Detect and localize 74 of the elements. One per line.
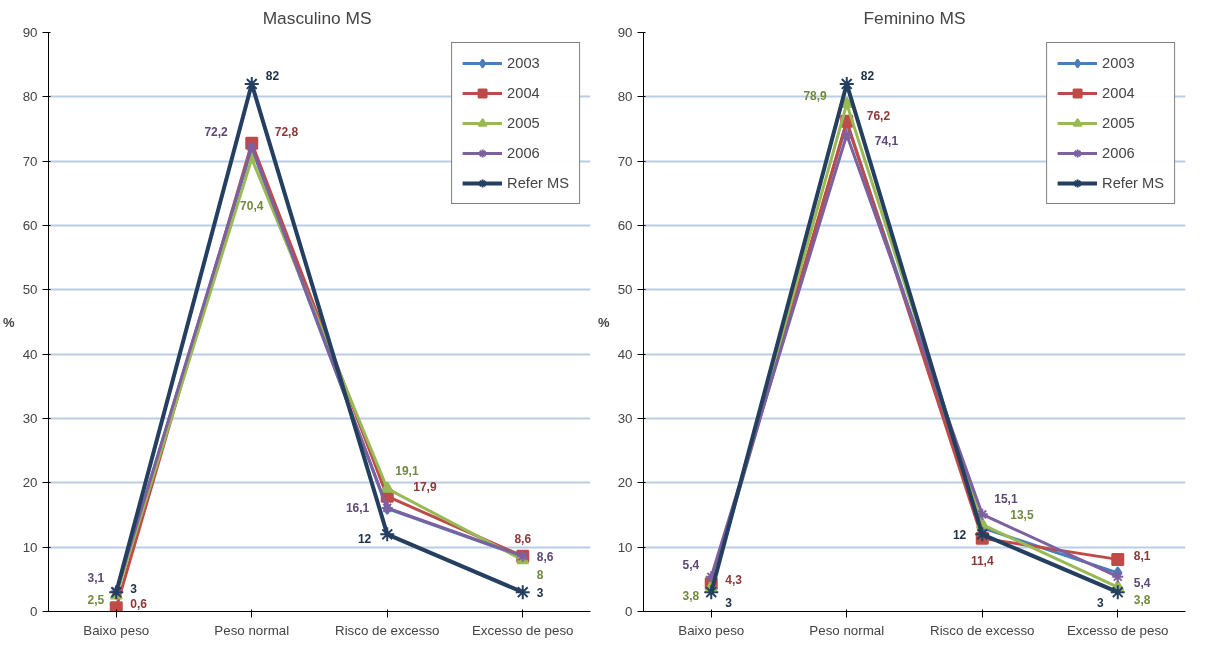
- data-label: 76,2: [866, 108, 891, 123]
- x-tick-label: Peso normal: [214, 622, 290, 638]
- data-label: 11,4: [970, 553, 994, 568]
- legend-label: 2005: [1102, 115, 1135, 131]
- data-label: 3: [1097, 595, 1105, 610]
- y-tick-label: 10: [617, 539, 633, 555]
- legend-label: Refer MS: [507, 175, 569, 191]
- x-tick-label: Excesso de peso: [472, 622, 574, 638]
- data-label: 74,1: [874, 134, 899, 149]
- data-label: 5,4: [1133, 576, 1151, 591]
- x-tick-label: Baixo peso: [678, 622, 745, 638]
- data-label: 12: [952, 527, 967, 542]
- y-tick-label: 0: [625, 604, 633, 619]
- y-tick-label: 60: [617, 218, 633, 233]
- chart-title: Masculino MS: [262, 7, 372, 28]
- y-tick-label: 20: [22, 475, 38, 491]
- y-tick-label: 40: [22, 346, 38, 362]
- y-tick-label: 30: [22, 411, 38, 426]
- data-label: 3: [536, 585, 544, 600]
- y-tick-label: 50: [22, 282, 38, 298]
- data-label: 72,2: [204, 124, 229, 139]
- data-label: 4,3: [725, 573, 743, 588]
- y-tick-label: 70: [617, 153, 633, 169]
- data-label: 82: [860, 69, 875, 84]
- y-tick-label: 80: [22, 89, 38, 105]
- legend-label: 2003: [507, 55, 540, 71]
- data-label: 70,4: [240, 199, 264, 214]
- x-tick-label: Peso normal: [809, 622, 885, 638]
- legend-label: 2006: [507, 145, 540, 161]
- y-axis-title: %: [3, 314, 16, 330]
- y-tick-label: 30: [617, 411, 633, 426]
- y-tick-label: 50: [617, 282, 633, 298]
- x-tick-label: Risco de excesso: [335, 622, 440, 638]
- y-axis-title: %: [598, 314, 611, 330]
- data-label: 3: [725, 595, 733, 610]
- data-label: 8,6: [536, 549, 554, 564]
- data-label: 8,6: [514, 531, 532, 546]
- legend-label: 2003: [1102, 55, 1135, 71]
- y-tick-label: 60: [22, 218, 38, 233]
- data-label: 3,8: [682, 588, 700, 603]
- data-label: 8,1: [1133, 548, 1151, 563]
- legend-label: 2005: [507, 115, 540, 131]
- data-label: 3: [130, 581, 138, 596]
- data-label: 12: [357, 531, 372, 546]
- data-label: 3,8: [1133, 592, 1151, 607]
- x-tick-label: Risco de excesso: [930, 622, 1035, 638]
- data-label: 17,9: [413, 479, 437, 494]
- data-label: 78,9: [803, 89, 828, 104]
- y-tick-label: 20: [617, 475, 633, 491]
- data-label: 19,1: [395, 464, 419, 479]
- data-label: 13,5: [1010, 508, 1034, 523]
- data-label: 3,1: [87, 571, 105, 586]
- chart-title: Feminino MS: [863, 7, 966, 28]
- data-label: 2,5: [87, 592, 105, 607]
- y-tick-label: 0: [30, 604, 38, 619]
- y-tick-label: 90: [22, 25, 38, 40]
- legend-label: 2004: [507, 85, 540, 101]
- y-tick-label: 10: [22, 539, 38, 555]
- legend-label: 2004: [1102, 85, 1135, 101]
- x-tick-label: Excesso de peso: [1067, 622, 1169, 638]
- y-tick-label: 40: [617, 346, 633, 362]
- x-tick-label: Baixo peso: [83, 622, 150, 638]
- data-label: 72,8: [274, 124, 299, 139]
- data-label: 15,1: [994, 491, 1018, 506]
- data-label: 16,1: [345, 501, 370, 516]
- y-tick-label: 80: [617, 89, 633, 105]
- y-tick-label: 90: [617, 25, 633, 40]
- y-tick-label: 70: [22, 153, 38, 169]
- data-label: 82: [265, 69, 280, 84]
- data-label: 5,4: [682, 558, 700, 573]
- data-label: 0,6: [130, 597, 148, 612]
- data-label: 8: [536, 567, 544, 582]
- legend-label: Refer MS: [1102, 175, 1164, 191]
- legend-label: 2006: [1102, 145, 1135, 161]
